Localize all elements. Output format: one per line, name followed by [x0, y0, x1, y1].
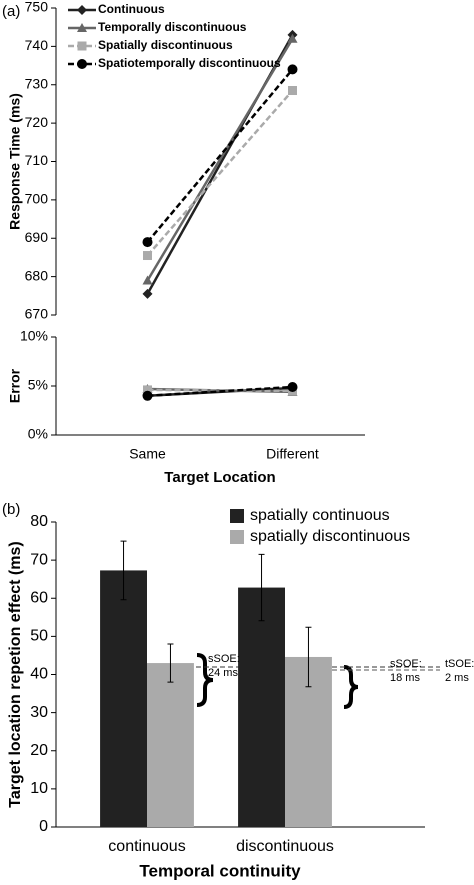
x-axis-label: Target Location	[164, 469, 275, 486]
panel-label: (a)	[2, 3, 20, 20]
bar	[238, 587, 285, 827]
y-axis-label: Target location repetion effect (ms)	[7, 541, 24, 807]
y-tick-label: 750	[25, 0, 49, 15]
marker	[142, 237, 153, 248]
y-tick-label: 10	[30, 780, 48, 797]
x-axis-label: Temporal continuity	[139, 861, 301, 880]
y-tick-label: 5%	[28, 377, 48, 393]
annotation: 2 ms	[445, 672, 469, 684]
y-tick-label: 60	[30, 589, 48, 606]
panel-label: (b)	[2, 501, 20, 518]
y-tick-label: 70	[30, 551, 48, 568]
y-tick-label: 10%	[20, 328, 48, 344]
x-tick-label: Different	[266, 446, 319, 462]
x-tick-label: continuous	[108, 838, 185, 855]
series-line	[146, 89, 294, 257]
marker	[143, 385, 152, 395]
legend-swatch	[230, 530, 244, 544]
x-tick-label: discontinuous	[236, 838, 334, 855]
y-tick-label: 740	[25, 37, 49, 53]
series-line	[146, 38, 294, 282]
legend-label: spatially discontinuous	[250, 528, 410, 545]
annotation: tSOE:	[445, 658, 474, 670]
marker	[287, 64, 298, 75]
y-tick-label: 40	[30, 666, 48, 683]
legend-label: Spatially discontinuous	[98, 38, 233, 52]
marker	[77, 5, 87, 15]
marker	[77, 23, 87, 32]
marker	[142, 288, 153, 299]
y-tick-label: 30	[30, 704, 48, 721]
y-tick-label: 80	[30, 513, 48, 530]
y-tick-label: 680	[25, 267, 49, 283]
error-bar	[305, 626, 312, 688]
annotation: sSOE:	[208, 653, 240, 665]
series-line	[146, 68, 294, 243]
bar	[147, 663, 194, 827]
legend-swatch	[230, 509, 244, 523]
annotation: 24 ms	[208, 667, 238, 679]
marker	[142, 275, 153, 285]
legend-label: Continuous	[98, 2, 165, 16]
marker	[288, 86, 297, 96]
error-bar	[167, 643, 174, 683]
y-tick-label: 700	[25, 191, 49, 207]
y-tick-label: 730	[25, 75, 49, 91]
marker	[142, 390, 153, 401]
x-tick-label: Same	[129, 446, 166, 462]
legend-label: spatially continuous	[250, 507, 390, 524]
brace	[343, 665, 359, 709]
y-tick-label: 0	[39, 818, 48, 835]
y-tick-label: 0%	[28, 426, 48, 442]
marker	[287, 381, 298, 392]
error-bar	[120, 540, 127, 601]
y-tick-label: 720	[25, 114, 49, 130]
y-tick-label: 50	[30, 628, 48, 645]
error-bar	[258, 553, 265, 622]
marker	[143, 251, 152, 261]
brace	[196, 653, 214, 707]
series-line	[147, 385, 293, 398]
bar	[100, 570, 147, 827]
marker	[287, 33, 298, 43]
annotation: 18 ms	[390, 672, 420, 684]
marker	[77, 59, 87, 69]
annotation: sSOE:	[390, 658, 422, 670]
y-axis-label: Error	[7, 368, 23, 403]
legend-label: Temporally discontinuous	[98, 20, 247, 34]
y-tick-label: 20	[30, 742, 48, 759]
y-tick-label: 690	[25, 229, 49, 245]
y-axis-label: Response Time (ms)	[7, 93, 23, 230]
y-tick-label: 710	[25, 152, 49, 168]
y-tick-label: 670	[25, 306, 49, 322]
marker	[77, 41, 87, 51]
legend-label: Spatiotemporally discontinuous	[98, 56, 281, 70]
